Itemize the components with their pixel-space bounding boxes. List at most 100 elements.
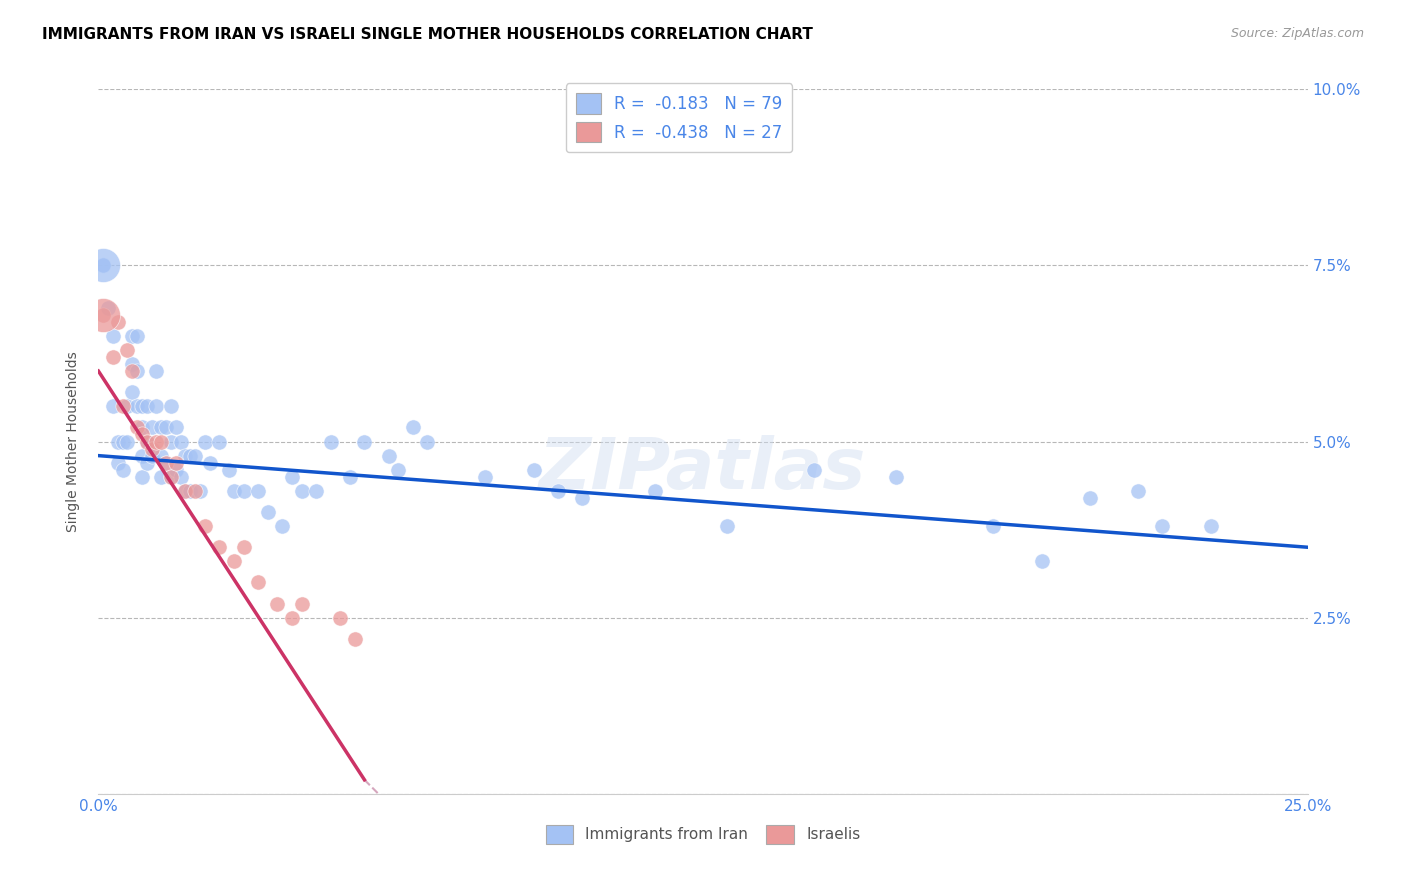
- Point: [127, 328, 149, 343]
- Point: [305, 483, 328, 498]
- Point: [131, 449, 153, 463]
- Point: [198, 456, 221, 470]
- Point: [160, 434, 183, 449]
- Point: [107, 434, 129, 449]
- Point: [218, 463, 240, 477]
- Point: [117, 399, 139, 413]
- Point: [91, 308, 114, 322]
- Point: [174, 449, 197, 463]
- Y-axis label: Single Mother Households: Single Mother Households: [66, 351, 80, 532]
- Point: [319, 434, 342, 449]
- Point: [155, 456, 177, 470]
- Point: [232, 540, 254, 554]
- Point: [169, 469, 191, 483]
- Point: [150, 469, 173, 483]
- Legend: Immigrants from Iran, Israelis: Immigrants from Iran, Israelis: [540, 819, 866, 850]
- Point: [131, 427, 153, 442]
- Point: [117, 343, 139, 357]
- Point: [117, 434, 139, 449]
- Point: [127, 420, 149, 434]
- Point: [523, 463, 546, 477]
- Point: [402, 420, 425, 434]
- Text: IMMIGRANTS FROM IRAN VS ISRAELI SINGLE MOTHER HOUSEHOLDS CORRELATION CHART: IMMIGRANTS FROM IRAN VS ISRAELI SINGLE M…: [42, 27, 813, 42]
- Point: [131, 399, 153, 413]
- Point: [101, 399, 124, 413]
- Point: [474, 469, 496, 483]
- Point: [353, 434, 375, 449]
- Point: [145, 364, 167, 378]
- Point: [329, 610, 352, 624]
- Point: [121, 385, 143, 400]
- Point: [571, 491, 593, 505]
- Point: [160, 399, 183, 413]
- Point: [127, 399, 149, 413]
- Point: [1031, 554, 1053, 568]
- Text: ZIPatlas: ZIPatlas: [540, 435, 866, 504]
- Point: [91, 258, 114, 272]
- Point: [339, 469, 361, 483]
- Point: [1128, 483, 1150, 498]
- Point: [208, 434, 231, 449]
- Point: [165, 463, 187, 477]
- Point: [179, 449, 201, 463]
- Point: [343, 632, 366, 646]
- Point: [169, 434, 191, 449]
- Point: [416, 434, 439, 449]
- Point: [290, 483, 312, 498]
- Point: [107, 456, 129, 470]
- Point: [160, 469, 183, 483]
- Point: [271, 519, 294, 533]
- Point: [155, 456, 177, 470]
- Point: [247, 483, 270, 498]
- Point: [184, 449, 207, 463]
- Point: [101, 350, 124, 364]
- Point: [886, 469, 908, 483]
- Point: [184, 483, 207, 498]
- Point: [1152, 519, 1174, 533]
- Point: [97, 301, 120, 315]
- Point: [107, 315, 129, 329]
- Point: [174, 483, 197, 498]
- Point: [141, 420, 163, 434]
- Point: [547, 483, 569, 498]
- Point: [101, 328, 124, 343]
- Point: [644, 483, 666, 498]
- Point: [91, 258, 114, 272]
- Point: [145, 399, 167, 413]
- Point: [981, 519, 1004, 533]
- Point: [194, 434, 217, 449]
- Point: [222, 483, 245, 498]
- Point: [121, 328, 143, 343]
- Point: [91, 258, 114, 272]
- Point: [174, 483, 197, 498]
- Point: [131, 469, 153, 483]
- Point: [165, 456, 187, 470]
- Point: [111, 399, 134, 413]
- Point: [141, 449, 163, 463]
- Point: [135, 434, 157, 449]
- Point: [131, 420, 153, 434]
- Point: [256, 505, 278, 519]
- Point: [127, 364, 149, 378]
- Point: [222, 554, 245, 568]
- Point: [111, 434, 134, 449]
- Point: [165, 420, 187, 434]
- Point: [232, 483, 254, 498]
- Point: [135, 399, 157, 413]
- Point: [121, 357, 143, 371]
- Point: [150, 449, 173, 463]
- Point: [194, 519, 217, 533]
- Point: [155, 420, 177, 434]
- Point: [121, 364, 143, 378]
- Point: [160, 469, 183, 483]
- Point: [1199, 519, 1222, 533]
- Point: [141, 442, 163, 456]
- Point: [135, 456, 157, 470]
- Point: [145, 434, 167, 449]
- Point: [247, 575, 270, 590]
- Point: [387, 463, 409, 477]
- Point: [135, 434, 157, 449]
- Point: [281, 610, 304, 624]
- Point: [91, 308, 114, 322]
- Point: [716, 519, 738, 533]
